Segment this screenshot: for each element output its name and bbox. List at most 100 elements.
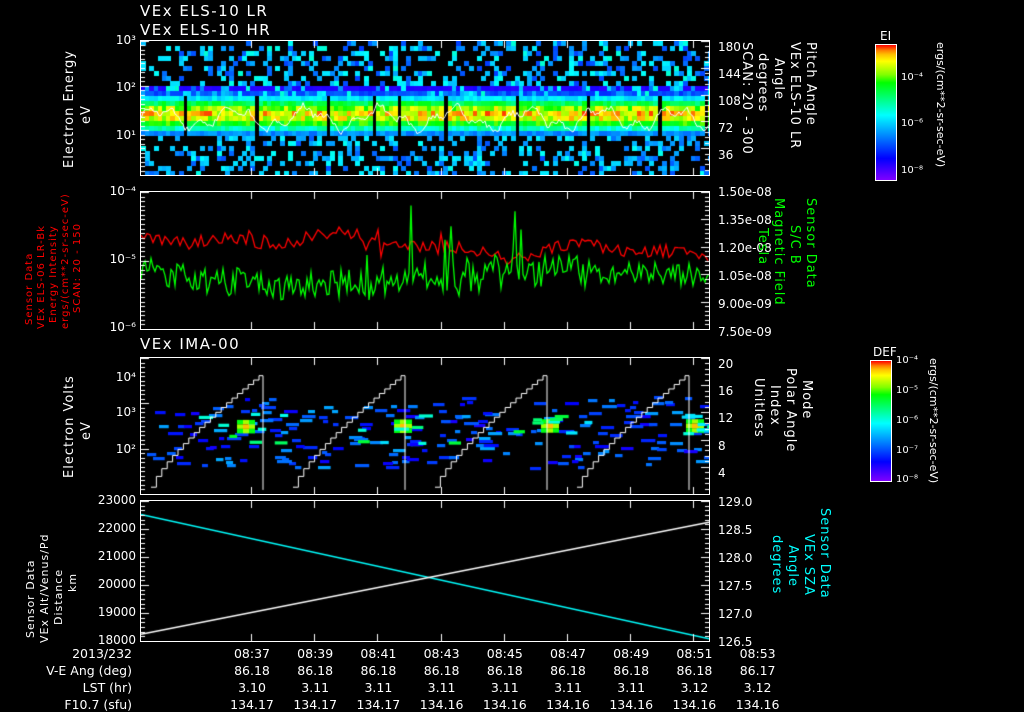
p1-y2label-line5: SCAN: 20 - 300 [739, 42, 754, 155]
bottom-cell-lst-8: 3.12 [743, 680, 772, 695]
p4-y2tick-0: 129.0 [718, 495, 753, 509]
bottom-cell-lst-4: 3.11 [490, 680, 519, 695]
p1-y2tick-1: 144 [718, 67, 741, 81]
bottom-cell-lst-5: 3.11 [554, 680, 582, 695]
colorbar-ei-tick-1: 10⁻⁶ [901, 118, 924, 129]
p1-y2label-line4: degrees [755, 53, 770, 113]
colorbar-def-tick-0: 10⁻⁴ [896, 355, 919, 366]
p3-y2tick-4: 4 [718, 466, 726, 480]
colorbar-def-tick-2: 10⁻⁶ [896, 415, 919, 426]
p3-y2label-line3: Index [767, 385, 782, 426]
colorbar-def-tick-3: 10⁻⁷ [896, 445, 919, 456]
bottom-cell-times-2: 08:41 [360, 646, 397, 661]
p3-y2label-line2: Polar Angle [783, 368, 798, 453]
p2-ytick-0: 10⁻⁴ [109, 184, 136, 198]
p3-y2tick-2: 12 [718, 411, 734, 425]
colorbar-ei-tick-2: 10⁻⁸ [901, 165, 924, 176]
p2-ylabel-line2: VEx ELS-06 LR-Bk [36, 224, 47, 329]
p2-y2tick-3: 1.05e-08 [718, 269, 772, 283]
p1-y2tick-4: 36 [718, 148, 734, 162]
p2-y2tick-0: 1.50e-08 [718, 185, 772, 199]
p4-y2label-line1: Sensor Data [817, 508, 832, 599]
bottom-cell-lst-1: 3.11 [301, 680, 330, 695]
p4-ytick-5: 18000 [97, 633, 136, 647]
p1-y2tick-3: 72 [718, 121, 734, 135]
p2-y2tick-5: 7.50e-09 [718, 325, 772, 339]
p4-ytick-0: 23000 [97, 493, 136, 507]
p2-ylabel-line1: Sensor Data [24, 252, 35, 325]
bottom-row-label-f107: F10.7 (sfu) [64, 697, 132, 712]
bottom-cell-times-3: 08:43 [423, 646, 460, 661]
colorbar-ei-tick-0: 10⁻⁴ [901, 72, 924, 83]
panel-ion-spectrogram[interactable] [140, 357, 710, 495]
p2-ylabel-line3: Energy Intensity [48, 225, 59, 323]
bottom-cell-lst-7: 3.12 [680, 680, 709, 695]
bottom-cell-lst-0: 3.10 [238, 680, 266, 695]
p4-y2label-line4: degrees [769, 535, 784, 595]
p4-ylabel-line1: Sensor Data [24, 559, 37, 638]
p1-ylabel-line1: Electron Energy [62, 50, 77, 168]
bottom-row-label-lst: LST (hr) [82, 680, 132, 695]
p4-y2tick-3: 127.5 [718, 579, 753, 593]
p3-y2tick-1: 16 [718, 384, 734, 398]
p4-y2tick-5: 126.5 [718, 635, 753, 649]
bottom-cell-times-8: 08:53 [739, 646, 776, 661]
colorbar-ei-label: EI [880, 29, 892, 43]
colorbar-def-tick-4: 10⁻⁸ [896, 474, 919, 485]
bottom-cell-ve_ang-2: 86.18 [360, 663, 397, 678]
bottom-cell-times-6: 08:49 [613, 646, 650, 661]
bottom-cell-f107-8: 134.16 [735, 697, 780, 712]
p2-ytick-1: 10⁻⁵ [109, 252, 136, 266]
bottom-cell-times-7: 08:51 [676, 646, 713, 661]
bottom-cell-times-0: 08:37 [233, 646, 271, 661]
bottom-cell-times-4: 08:45 [486, 646, 523, 661]
bottom-cell-times-1: 08:39 [297, 646, 334, 661]
p3-ylabel-line2: eV [79, 421, 94, 440]
p1-ylabel-line2: eV [79, 105, 94, 124]
p2-y2label-line1: Sensor Data [803, 198, 818, 289]
colorbar-ei-unit: ergs/(cm**2-sr-sec-eV) [934, 42, 947, 168]
p4-ylabel-line4: km [66, 572, 79, 592]
p2-ylabel-line4: ergs/(cm**2-sr-sec-eV) [60, 193, 71, 329]
bottom-cell-times-5: 08:47 [549, 646, 587, 661]
p4-ylabel-line3: Distance [52, 568, 65, 625]
p2-y2tick-2: 1.20e-08 [718, 241, 772, 255]
p1-y2tick-2: 108 [718, 94, 741, 108]
p3-y2label-line1: Mode [799, 380, 814, 420]
panel-energy-intensity-magfield[interactable] [140, 191, 710, 330]
p1-y2label-line1: Pitch Angle [803, 42, 818, 126]
bottom-row-label-veang: V-E Ang (deg) [46, 663, 132, 678]
bottom-cell-ve_ang-8: 86.17 [739, 663, 776, 678]
p1-y2tick-0: 180 [718, 40, 741, 54]
bottom-cell-ve_ang-5: 86.18 [550, 663, 586, 678]
bottom-cell-lst-6: 3.11 [617, 680, 646, 695]
panel-electron-energy-spectrogram[interactable] [140, 40, 710, 176]
p4-y2label-line3: Angle [785, 545, 800, 587]
colorbar-def [870, 360, 892, 482]
bottom-cell-lst-2: 3.11 [364, 680, 393, 695]
bottom-cell-ve_ang-4: 86.18 [486, 663, 523, 678]
p4-ytick-1: 22000 [97, 521, 136, 535]
panel-altitude-sza[interactable] [140, 500, 710, 642]
p4-y2tick-1: 128.5 [718, 523, 753, 537]
p1-ytick-1: 10² [115, 80, 136, 94]
bottom-cell-ve_ang-3: 86.18 [423, 663, 460, 678]
bottom-cell-ve_ang-1: 86.18 [297, 663, 334, 678]
p2-y2label-line2: S/C B [787, 225, 802, 265]
colorbar-def-unit: ergs/(cm**2-sr-sec-eV) [927, 358, 940, 484]
p4-y2tick-2: 128.0 [718, 551, 753, 565]
p3-y2tick-0: 20 [718, 357, 734, 371]
colorbar-def-label: DEF [873, 345, 897, 359]
p2-ytick-2: 10⁻⁶ [109, 320, 136, 334]
bottom-cell-ve_ang-0: 86.18 [234, 663, 270, 678]
p1-ytick-0: 10³ [115, 33, 136, 47]
p3-ylabel-line1: Electron Volts [62, 375, 77, 478]
p1-ytick-2: 10¹ [115, 128, 136, 142]
p4-ylabel-line2: VEx Alt/Venus/Pd [38, 533, 51, 643]
p3-ytick-0: 10⁴ [115, 370, 136, 384]
p2-y2label-line4: Tesla [755, 228, 770, 266]
panel1-title-hr: VEx ELS-10 HR [140, 21, 272, 39]
p2-y2label-line3: Magnetic Field [771, 198, 786, 306]
p3-ytick-1: 10³ [115, 405, 136, 419]
p3-ytick-2: 10² [115, 442, 136, 456]
